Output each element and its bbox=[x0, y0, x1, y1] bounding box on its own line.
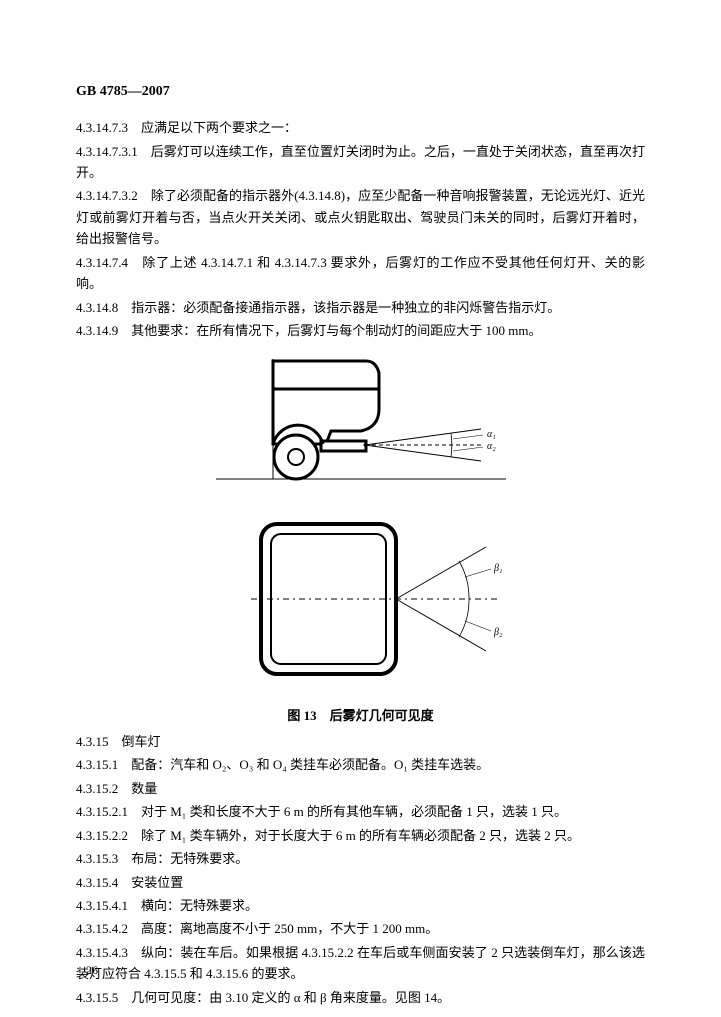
clause-4-3-15-3: 4.3.15.3 布局：无特殊要求。 bbox=[76, 848, 645, 869]
clause-4-3-15: 4.3.15 倒车灯 bbox=[76, 731, 645, 752]
page-number: 26 bbox=[86, 961, 98, 981]
label-alpha2: α₂ bbox=[487, 441, 496, 452]
clause-4-3-15-4: 4.3.15.4 安装位置 bbox=[76, 872, 645, 893]
clause-4-3-14-7-4: 4.3.14.7.4 除了上述 4.3.14.7.1 和 4.3.14.7.3 … bbox=[76, 252, 645, 295]
standard-header: GB 4785—2007 bbox=[76, 80, 645, 103]
clause-4-3-15-2-1: 4.3.15.2.1 对于 M₁ 类和长度不大于 6 m 的所有其他车辆，必须配… bbox=[76, 801, 645, 822]
figure-13-caption: 图 13 后雾灯几何可见度 bbox=[76, 705, 645, 726]
clause-4-3-15-5: 4.3.15.5 几何可见度：由 3.10 定义的 α 和 β 角来度量。见图 … bbox=[76, 987, 645, 1008]
label-alpha1: α₁ bbox=[487, 429, 496, 440]
clause-4-3-15-4-2: 4.3.15.4.2 高度：离地高度不小于 250 mm，不大于 1 200 m… bbox=[76, 918, 645, 939]
label-beta1: β₁ bbox=[493, 563, 502, 574]
clause-4-3-15-2: 4.3.15.2 数量 bbox=[76, 778, 645, 799]
clause-4-3-14-7-3-2: 4.3.14.7.3.2 除了必须配备的指示器外(4.3.14.8)，应至少配备… bbox=[76, 185, 645, 249]
figure-13: α₁ α₂ β₁ β₂ bbox=[76, 349, 645, 699]
clause-4-3-14-8: 4.3.14.8 指示器：必须配备接通指示器，该指示器是一种独立的非闪烁警告指示… bbox=[76, 297, 645, 318]
clause-4-3-14-9: 4.3.14.9 其他要求：在所有情况下，后雾灯与每个制动灯的间距应大于 100… bbox=[76, 320, 645, 341]
page: GB 4785—2007 4.3.14.7.3 应满足以下两个要求之一： 4.3… bbox=[0, 0, 721, 1017]
clause-4-3-14-7-3: 4.3.14.7.3 应满足以下两个要求之一： bbox=[76, 117, 645, 138]
clause-4-3-15-2-2: 4.3.15.2.2 除了 M₁ 类车辆外，对于长度大于 6 m 的所有车辆必须… bbox=[76, 825, 645, 846]
clause-4-3-15-4-3: 4.3.15.4.3 纵向：装在车后。如果根据 4.3.15.2.2 在车后或车… bbox=[76, 942, 645, 985]
figure-13-side-view: α₁ α₂ bbox=[201, 349, 521, 499]
figure-13-top-view: β₁ β₂ bbox=[201, 499, 521, 699]
clause-4-3-14-7-3-1: 4.3.14.7.3.1 后雾灯可以连续工作，直至位置灯关闭时为止。之后，一直处… bbox=[76, 141, 645, 184]
label-beta2: β₂ bbox=[493, 627, 503, 638]
clause-4-3-15-4-1: 4.3.15.4.1 横向：无特殊要求。 bbox=[76, 895, 645, 916]
clause-4-3-15-1: 4.3.15.1 配备：汽车和 O₂、O₃ 和 O₄ 类挂车必须配备。O₁ 类挂… bbox=[76, 754, 645, 775]
